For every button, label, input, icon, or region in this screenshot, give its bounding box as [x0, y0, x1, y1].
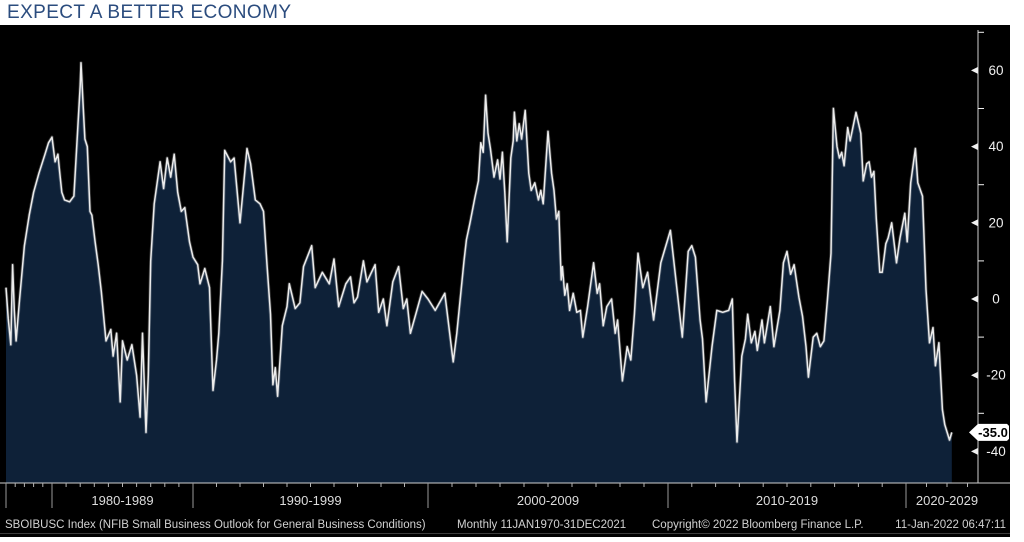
last-value-label: -35.0 — [978, 425, 1008, 440]
area-series — [6, 62, 952, 484]
y-major-tick-arrow — [971, 295, 978, 303]
chart-footer: SBOIBUSC Index (NFIB Small Business Outl… — [0, 517, 1010, 533]
last-value-tag — [969, 423, 1009, 441]
chart-region: 1980-1989 1990-1999 2000-2009 2010-2019 2020… — [0, 25, 1010, 537]
y-major-tick-arrow — [971, 219, 978, 227]
series-line — [5, 62, 953, 443]
y-major-tick-arrow — [971, 447, 978, 455]
chart-title: EXPECT A BETTER ECONOMY — [7, 1, 292, 23]
y-tick-label: 20 — [988, 215, 1003, 230]
decade-label: 1980-1989 — [91, 493, 153, 508]
y-tick-label: 60 — [988, 63, 1003, 78]
decade-label: 2020-2029 — [916, 493, 978, 508]
periodicity-label: Monthly 11JAN1970-31DEC2021 — [457, 519, 627, 531]
copyright-label: Copyright© 2022 Bloomberg Finance L.P. — [652, 519, 864, 531]
decade-label: 1990-1999 — [279, 493, 341, 508]
y-tick-label: 0 — [992, 292, 1000, 307]
y-major-tick-arrow — [971, 66, 978, 74]
decade-label: 2010-2019 — [756, 493, 818, 508]
timestamp-label: 11-Jan-2022 06:47:11 — [895, 519, 1006, 531]
security-description: SBOIBUSC Index (NFIB Small Business Outl… — [5, 519, 426, 531]
right-edge-strip — [1010, 0, 1024, 537]
y-major-tick-arrow — [971, 143, 978, 151]
bottom-hairline — [0, 533, 1010, 534]
y-tick-label: -40 — [986, 444, 1006, 459]
y-tick-label: 40 — [988, 139, 1003, 154]
chart-plot[interactable]: 1980-1989 1990-1999 2000-2009 2010-2019 2020… — [0, 25, 1010, 537]
y-tick-label: -20 — [986, 368, 1006, 383]
decade-label: 2000-2009 — [517, 493, 579, 508]
y-major-tick-arrow — [971, 371, 978, 379]
title-bar: EXPECT A BETTER ECONOMY — [0, 0, 1024, 25]
